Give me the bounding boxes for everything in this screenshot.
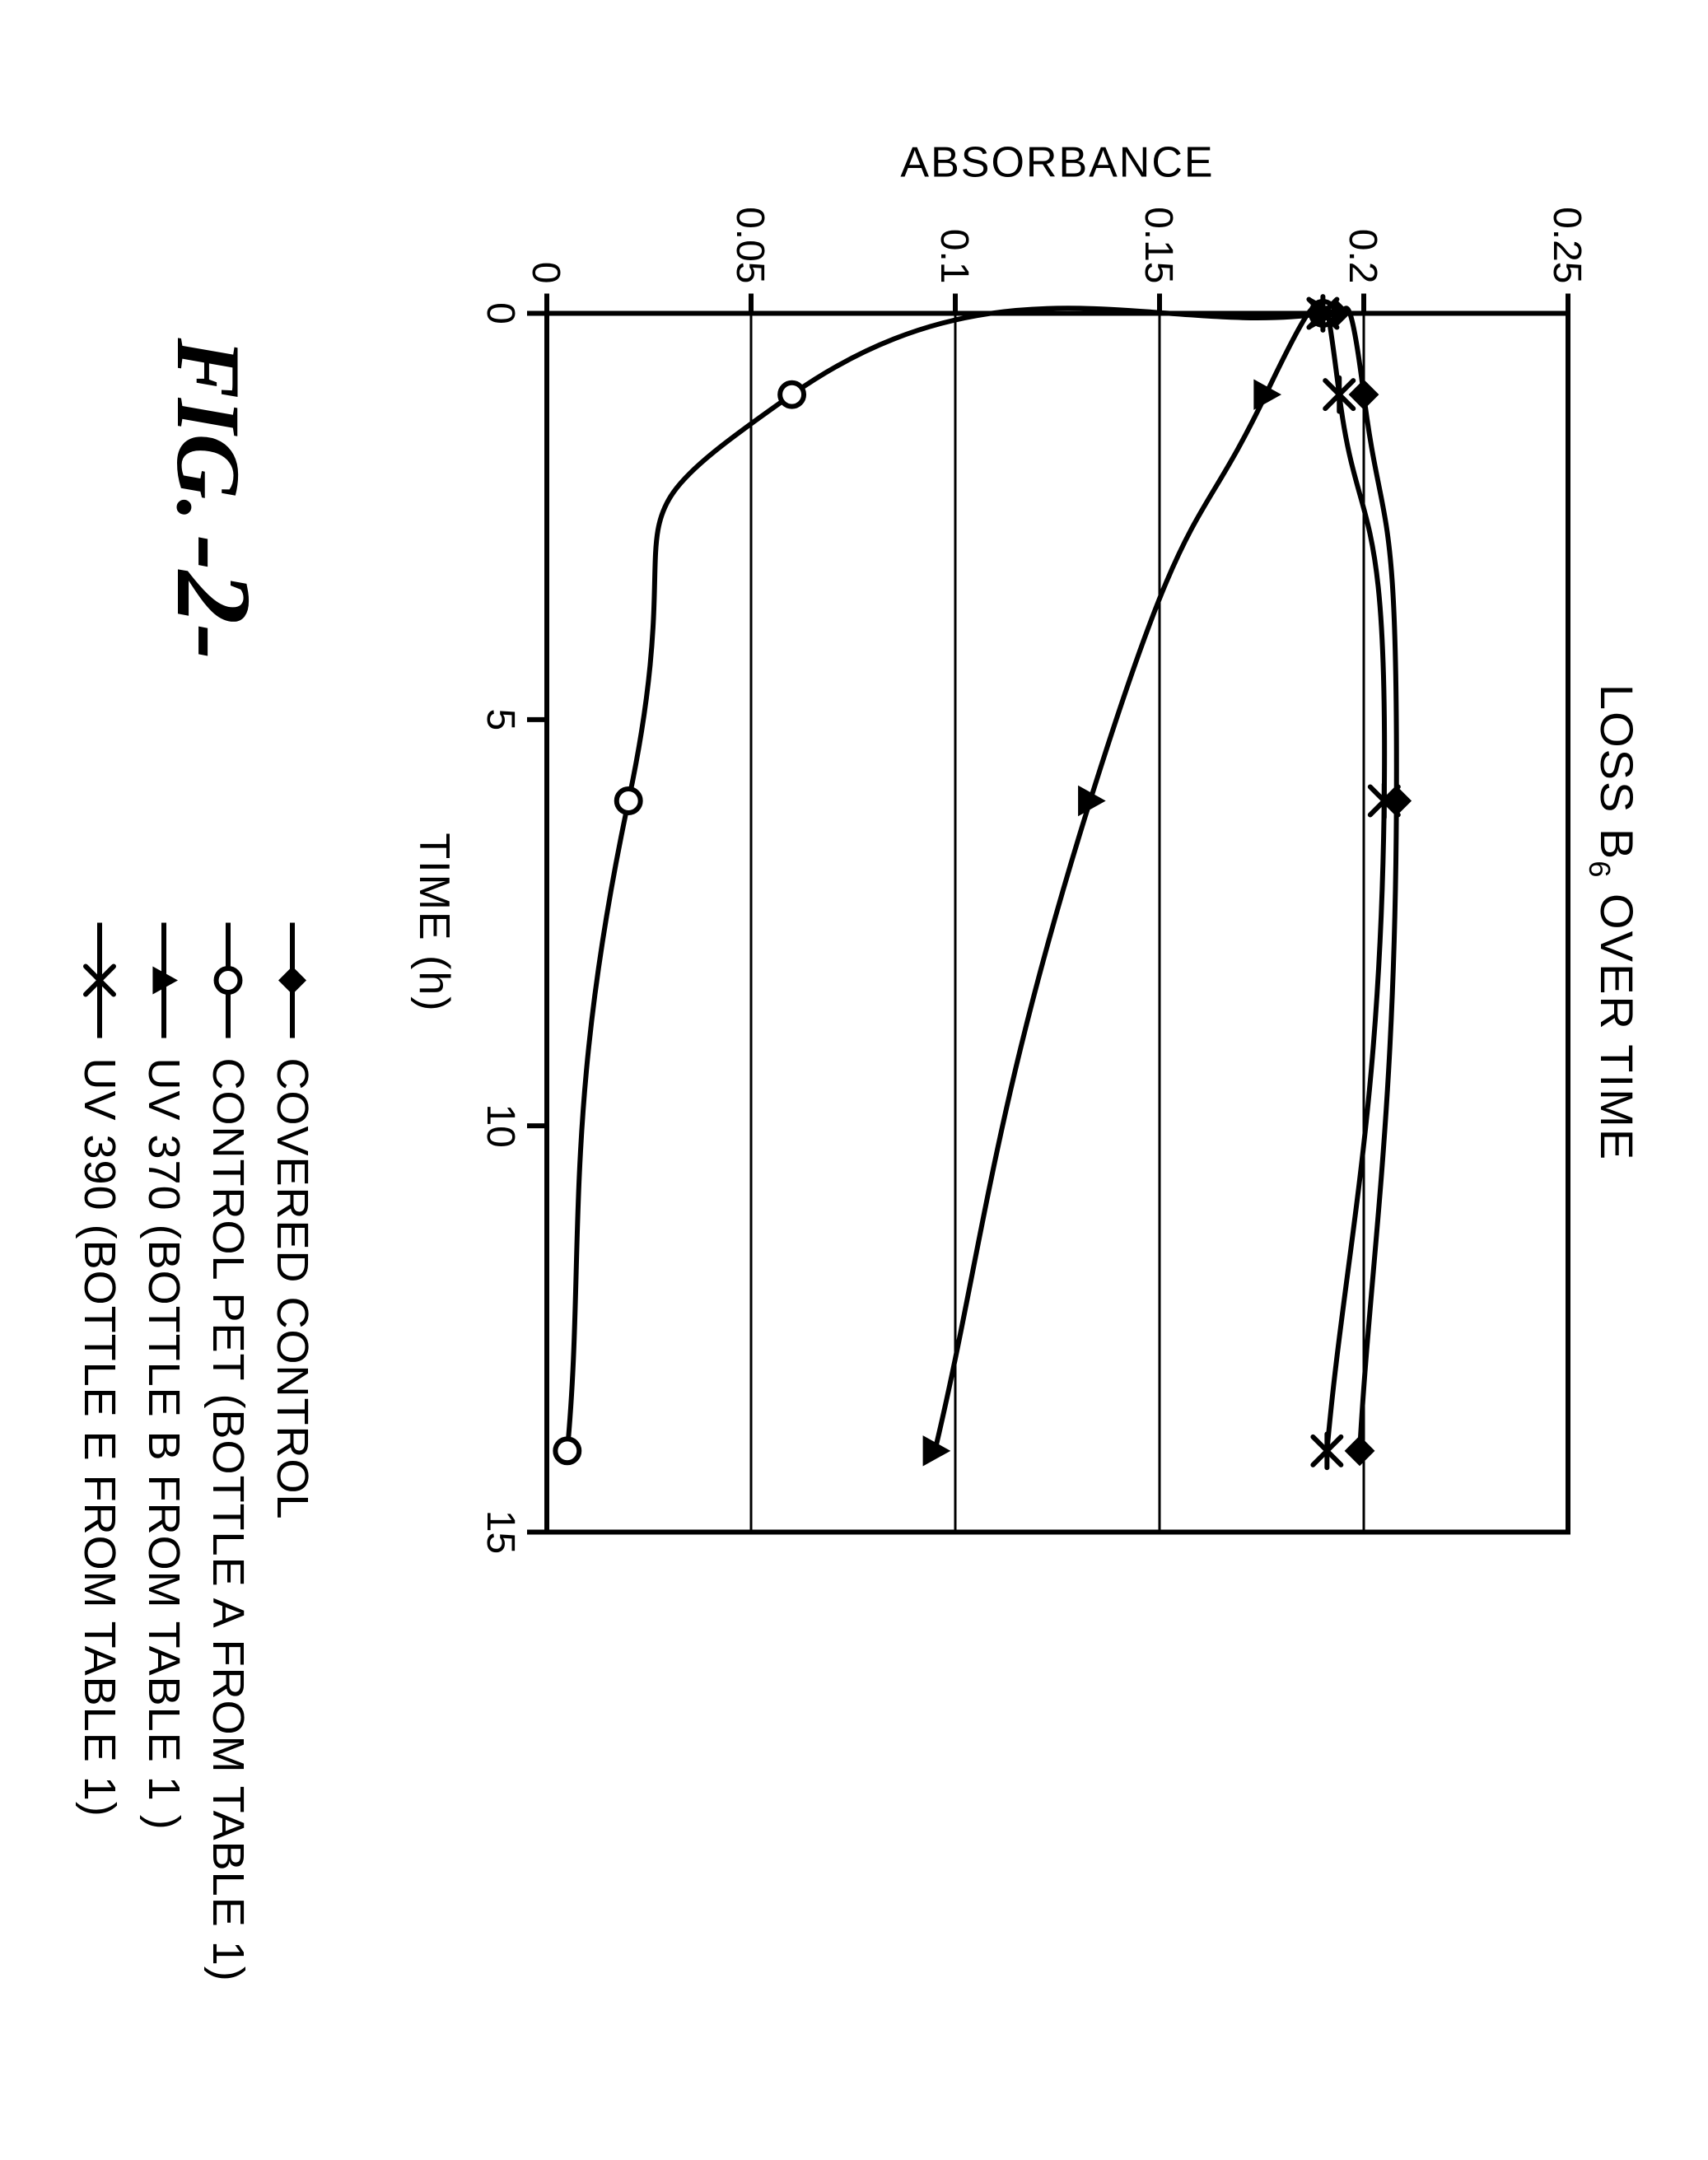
svg-text:0.25: 0.25 (1545, 207, 1589, 283)
legend-label: CONTROL PET (BOTTLE A FROM TABLE 1) (203, 1057, 254, 1981)
svg-text:0.2: 0.2 (1341, 228, 1384, 283)
svg-text:0: 0 (478, 302, 522, 324)
legend-item-covered_control: COVERED CONTROL (260, 922, 324, 1519)
svg-text:5: 5 (478, 708, 522, 730)
chart-title: LOSS B6 OVER TIME (1583, 683, 1643, 1160)
rotated-container: 0 5 10 15 0 0.05 0.1 0.15 0.2 0.25 LOSS B6 OVER TI… (0, 0, 1708, 2160)
diamond-filled-icon (260, 922, 324, 1038)
x-icon (68, 922, 132, 1038)
svg-text:10: 10 (478, 1103, 522, 1147)
legend-label: UV 370 (BOTTLE B FROM TABLE 1 ) (138, 1057, 189, 1830)
figure-caption-prefix: FIG. (158, 338, 259, 521)
series-control_pet (555, 301, 1335, 1463)
figure-caption-number: -2- (154, 534, 273, 660)
series-uv390 (1309, 296, 1398, 1467)
series-uv370 (924, 299, 1337, 1464)
legend-label: COVERED CONTROL (267, 1057, 318, 1519)
svg-text:0.15: 0.15 (1136, 207, 1180, 283)
y-axis-label: ABSORBANCE (900, 138, 1214, 186)
legend-item-control_pet: CONTROL PET (BOTTLE A FROM TABLE 1) (196, 922, 260, 1981)
x-axis-label: TIME (h) (410, 833, 458, 1012)
page: 0 5 10 15 0 0.05 0.1 0.15 0.2 0.25 LOSS B6 OVER TI… (0, 0, 1708, 2160)
circle-open-icon (196, 922, 260, 1038)
svg-text:0.05: 0.05 (728, 207, 772, 283)
landscape-canvas: 0 5 10 15 0 0.05 0.1 0.15 0.2 0.25 LOSS B6 OVER TI… (0, 0, 1708, 2160)
legend-item-uv390: UV 390 (BOTTLE E FROM TABLE 1) (68, 922, 132, 1817)
svg-text:15: 15 (478, 1509, 522, 1553)
legend-item-uv370: UV 370 (BOTTLE B FROM TABLE 1 ) (132, 922, 196, 1830)
legend-label: UV 390 (BOTTLE E FROM TABLE 1) (74, 1057, 125, 1817)
figure-caption: FIG. -2- (152, 338, 275, 660)
svg-text:0: 0 (524, 261, 567, 283)
triangle-filled-icon (132, 922, 196, 1038)
svg-text:0.1: 0.1 (932, 228, 976, 283)
series-covered_control (1321, 299, 1410, 1464)
